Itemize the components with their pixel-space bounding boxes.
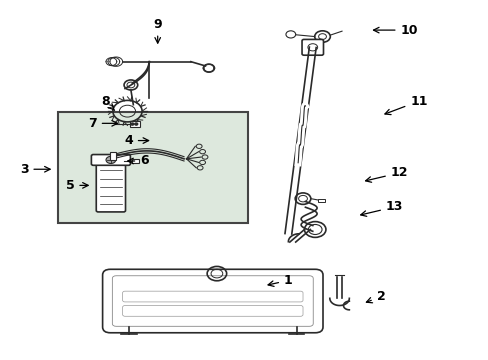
Bar bbox=[130, 121, 140, 127]
Text: 8: 8 bbox=[101, 95, 114, 111]
Text: 4: 4 bbox=[124, 134, 148, 147]
Text: 10: 10 bbox=[373, 24, 417, 37]
FancyBboxPatch shape bbox=[96, 162, 125, 212]
FancyBboxPatch shape bbox=[91, 154, 130, 165]
Bar bbox=[317, 199, 325, 202]
Text: 6: 6 bbox=[127, 154, 148, 167]
Circle shape bbox=[131, 123, 134, 125]
FancyBboxPatch shape bbox=[58, 112, 248, 223]
Text: 13: 13 bbox=[360, 201, 403, 216]
Text: 1: 1 bbox=[267, 274, 292, 287]
Circle shape bbox=[135, 123, 138, 125]
FancyBboxPatch shape bbox=[102, 269, 323, 333]
Text: 5: 5 bbox=[65, 179, 88, 192]
Text: 12: 12 bbox=[365, 166, 407, 182]
Text: 2: 2 bbox=[366, 290, 385, 303]
Text: 3: 3 bbox=[20, 163, 50, 176]
FancyBboxPatch shape bbox=[122, 291, 303, 302]
FancyBboxPatch shape bbox=[302, 40, 323, 55]
Bar bbox=[110, 152, 116, 159]
Bar bbox=[132, 159, 139, 163]
Text: 9: 9 bbox=[153, 18, 162, 43]
FancyBboxPatch shape bbox=[112, 276, 313, 326]
Text: 7: 7 bbox=[88, 117, 117, 130]
FancyBboxPatch shape bbox=[122, 306, 303, 316]
Circle shape bbox=[106, 156, 116, 163]
Text: 11: 11 bbox=[384, 95, 427, 114]
